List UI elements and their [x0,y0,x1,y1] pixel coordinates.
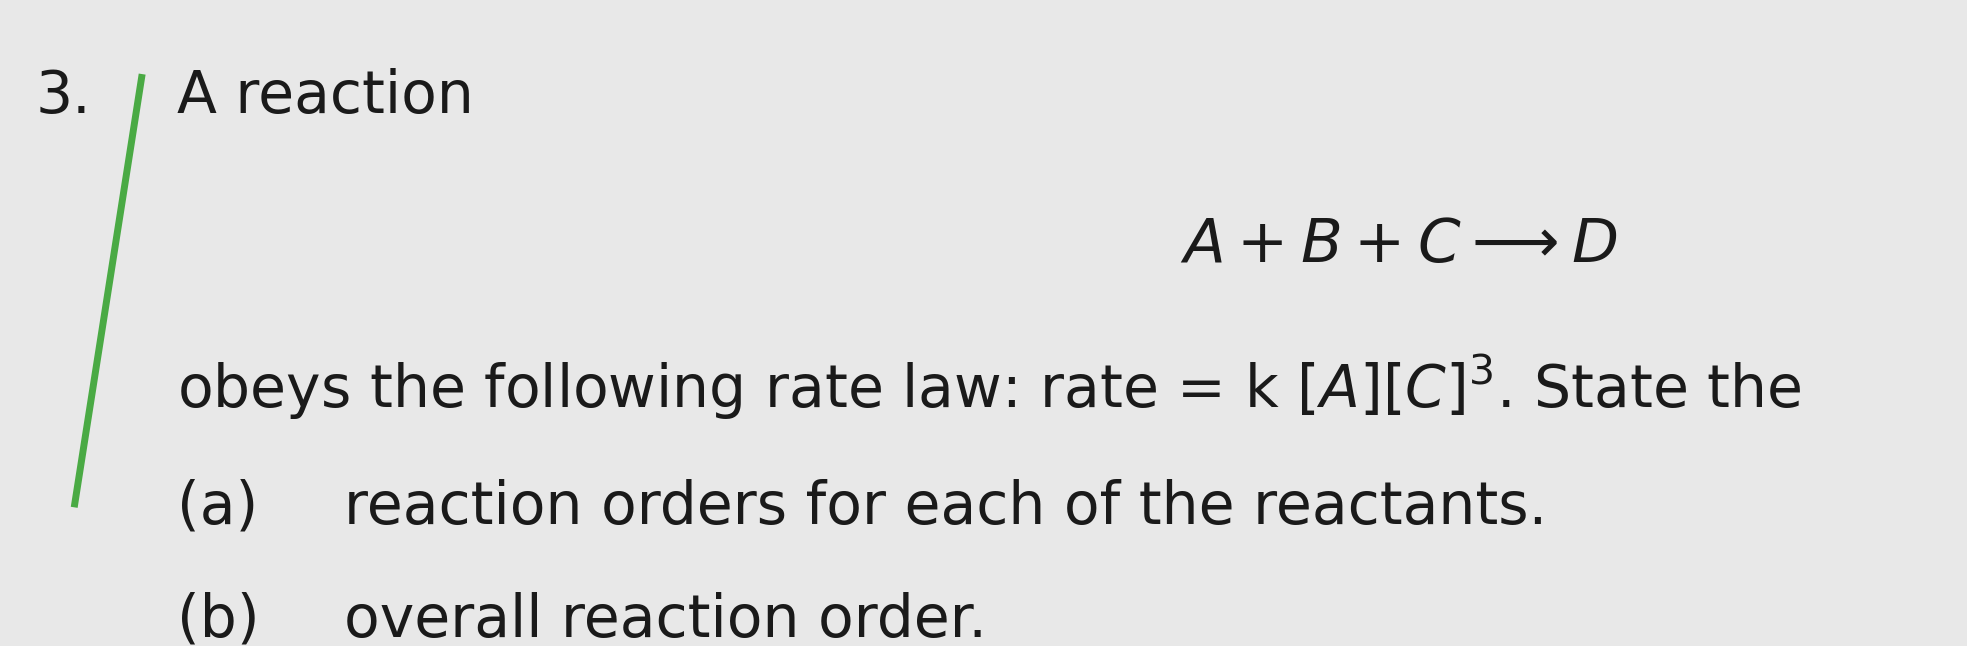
Text: reaction orders for each of the reactants.: reaction orders for each of the reactant… [344,479,1548,536]
Text: A reaction: A reaction [177,68,474,125]
Text: (b): (b) [177,592,260,646]
Text: obeys the following rate law: rate = k $[A][C]^3$. State the: obeys the following rate law: rate = k $… [177,353,1802,422]
Text: 3.: 3. [35,68,90,125]
Text: (a): (a) [177,479,258,536]
Text: overall reaction order.: overall reaction order. [344,592,987,646]
Text: $A + B + C \longrightarrow D$: $A + B + C \longrightarrow D$ [1180,216,1617,275]
